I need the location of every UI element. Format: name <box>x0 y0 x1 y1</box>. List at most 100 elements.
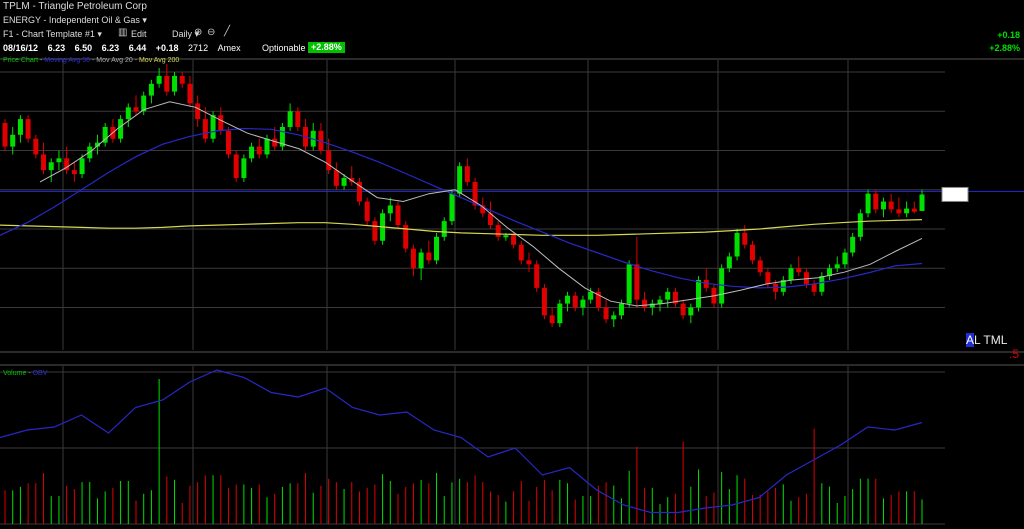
candle-body <box>665 291 671 300</box>
interval-dropdown[interactable]: Daily ▾ <box>172 29 200 39</box>
candle-body <box>164 75 170 92</box>
candle-body <box>811 283 817 292</box>
candle-body <box>457 166 463 194</box>
candle-body <box>179 75 185 84</box>
candle-body <box>41 154 47 171</box>
mode-a-button[interactable]: A <box>966 333 975 347</box>
candle-body <box>241 158 247 178</box>
candle-body <box>511 235 517 245</box>
quote-high: 6.50 <box>74 43 93 53</box>
candle-body <box>364 201 370 222</box>
candle-body <box>71 170 77 175</box>
candle-body <box>588 291 594 300</box>
candle-body <box>703 280 709 288</box>
candle-body <box>803 272 809 284</box>
candle-body <box>79 158 85 175</box>
candle-body <box>518 244 524 261</box>
candle-body <box>618 303 624 316</box>
candle-body <box>287 111 293 127</box>
edit-button[interactable]: Edit <box>131 29 147 39</box>
candle-body <box>94 142 100 147</box>
candle-body <box>719 268 725 304</box>
zoom-out-icon[interactable]: ⊖ <box>207 27 216 38</box>
candle-body <box>17 119 23 135</box>
candle-body <box>33 138 39 155</box>
candle-body <box>318 130 324 151</box>
candle-body <box>827 268 833 277</box>
chevron-down-icon: ▾ <box>97 29 102 39</box>
candle-body <box>326 150 332 171</box>
chart-template-menu[interactable]: F1 - Chart Template #1 ▾ <box>3 29 102 39</box>
last-price-box <box>941 186 969 202</box>
quote-last: 6.44 <box>128 43 147 53</box>
candle-body <box>187 83 193 104</box>
candle-body <box>10 134 16 147</box>
legend-ma50: Moving Avg 50 <box>44 57 91 64</box>
zoom-in-icon[interactable]: ⊕ <box>194 27 203 38</box>
candle-body <box>557 303 563 324</box>
candle-body <box>796 268 802 273</box>
candle-body <box>896 209 902 214</box>
candle-body <box>441 221 447 237</box>
scale-mode-buttons[interactable]: AL TML <box>966 333 1008 347</box>
volume-legend: Volume - OBV <box>3 370 48 377</box>
candle-body <box>765 272 771 284</box>
candle-body <box>264 138 270 155</box>
candle-body <box>487 213 493 226</box>
candle-body <box>410 248 416 269</box>
candle-body <box>480 205 486 214</box>
candle-body <box>873 193 879 210</box>
obv-line <box>0 369 923 514</box>
candle-body <box>657 299 663 304</box>
quote-exchange: Amex <box>217 43 241 53</box>
draw-line-icon[interactable]: ╱ <box>224 26 231 37</box>
mode-ltml-button[interactable]: L TML <box>974 333 1008 347</box>
ma20-line <box>39 101 923 307</box>
quote-row: 08/16/12 6.23 6.50 6.23 6.44 +0.18 2712 … <box>3 43 248 54</box>
change-percent: +2.88% <box>989 43 1020 53</box>
candle-body <box>172 75 178 92</box>
candle-body <box>210 115 216 139</box>
candle-body <box>642 299 648 308</box>
price-chart-legend: Price Chart - Moving Avg 50 - Mov Avg 20… <box>3 57 180 64</box>
candle-body <box>572 295 578 308</box>
candle-body <box>218 115 224 131</box>
candle-body <box>611 315 617 320</box>
candle-body <box>580 299 586 308</box>
bar-chart-icon[interactable]: ▥ <box>118 27 128 38</box>
quote-low: 6.23 <box>101 43 120 53</box>
candle-body <box>503 235 509 238</box>
candle-body <box>595 291 601 308</box>
candle-body <box>202 119 208 139</box>
candle-body <box>418 252 424 269</box>
candle-body <box>842 252 848 265</box>
candle-body <box>534 264 540 288</box>
chevron-down-icon: ▾ <box>194 29 200 39</box>
candle-body <box>372 221 378 241</box>
candle-body <box>603 307 609 320</box>
candle-body <box>25 119 31 139</box>
sector-label[interactable]: ENERGY - Independent Oil & Gas ▾ <box>3 15 147 25</box>
percent-change-badge: +2.88% <box>308 42 345 53</box>
candle-body <box>888 201 894 210</box>
candle-body <box>279 126 285 147</box>
candle-body <box>387 205 393 214</box>
candle-body <box>102 126 108 143</box>
candle-body <box>449 193 455 222</box>
candle-body <box>919 194 925 211</box>
candle-body <box>526 260 532 265</box>
candle-body <box>118 119 124 139</box>
candle-body <box>464 166 470 182</box>
candle-body <box>64 158 70 171</box>
change-value: +0.18 <box>997 30 1020 40</box>
candle-body <box>911 208 917 212</box>
candle-body <box>125 107 131 120</box>
ma200-line <box>0 219 923 236</box>
candle-body <box>472 181 478 206</box>
legend-price-chart: Price Chart <box>3 57 39 64</box>
candle-body <box>56 158 62 163</box>
candle-body <box>272 138 278 147</box>
quote-open: 6.23 <box>47 43 66 53</box>
candle-body <box>780 280 786 292</box>
